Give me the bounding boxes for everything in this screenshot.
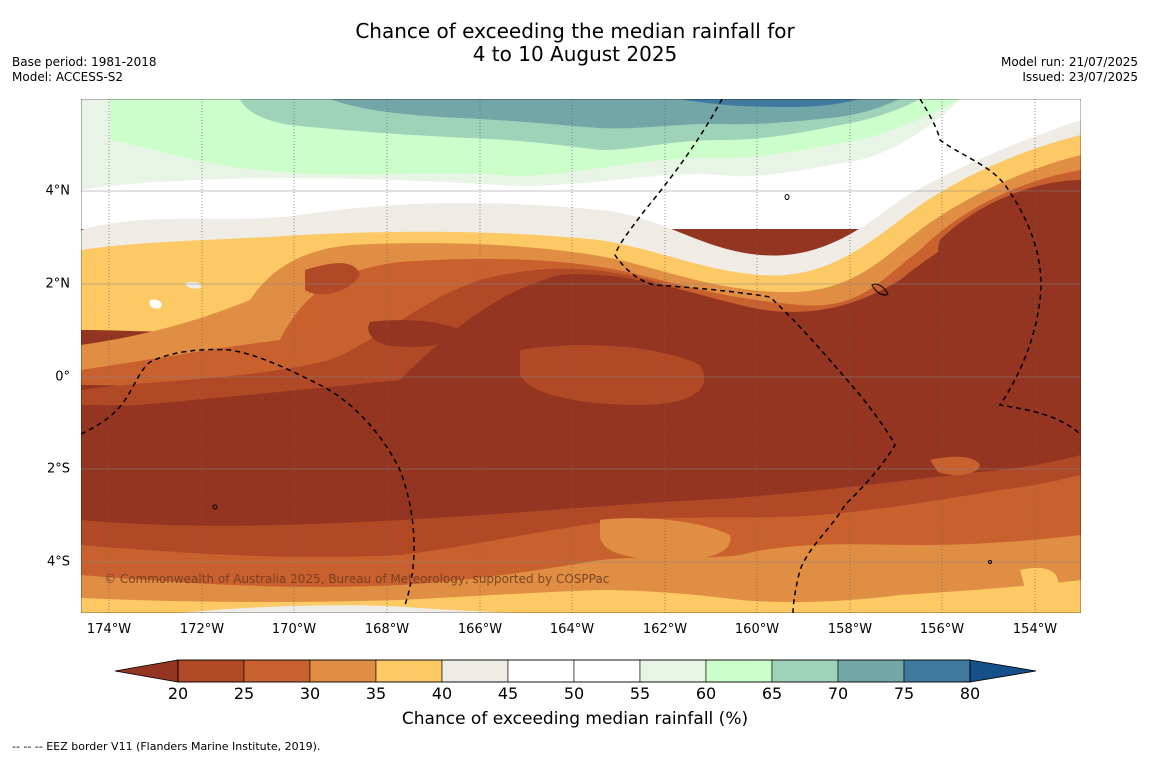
longitude-tick-label: 172°W	[179, 622, 225, 637]
colorbar-tick-label: 20	[167, 684, 189, 703]
colorbar-segment	[903, 659, 971, 683]
colorbar-segment	[507, 659, 575, 683]
colorbar-segment	[705, 659, 773, 683]
latitude-tick-label: 4°S	[46, 554, 70, 570]
longitude-tick-label: 154°W	[1012, 622, 1058, 637]
colorbar-tick-label: 30	[299, 684, 321, 703]
base-period: Base period: 1981-2018	[12, 55, 157, 69]
colorbar	[114, 659, 1037, 683]
colorbar-segment	[639, 659, 707, 683]
colorbar-segment	[441, 659, 509, 683]
map-title-line1: Chance of exceeding the median rainfall …	[355, 19, 795, 43]
model-name: Model: ACCESS-S2	[12, 70, 124, 84]
colorbar-segment	[177, 659, 245, 683]
longitude-tick-label: 174°W	[86, 622, 132, 637]
colorbar-tick-label: 45	[497, 684, 519, 703]
longitude-tick-label: 160°W	[734, 622, 780, 637]
longitude-tick-label: 158°W	[827, 622, 873, 637]
longitude-tick-label: 156°W	[919, 622, 965, 637]
colorbar-tick-label: 70	[827, 684, 849, 703]
meta-left: Base period: 1981-2018 Model: ACCESS-S2	[12, 55, 157, 85]
colorbar-tick-label: 50	[563, 684, 585, 703]
eez-border	[81, 99, 1081, 613]
eez-legend-note: -- -- -- EEZ border V11 (Flanders Marine…	[12, 740, 321, 753]
latitude-tick-label: 4°N	[45, 183, 71, 199]
longitude-tick-label: 168°W	[364, 622, 410, 637]
colorbar-segment	[573, 659, 641, 683]
model-run: Model run: 21/07/2025	[1000, 55, 1138, 69]
latitude-tick-label: 0°	[55, 369, 70, 385]
map-field	[81, 99, 1081, 613]
colorbar-segment	[375, 659, 443, 683]
colorbar-tick-label: 65	[761, 684, 783, 703]
longitude-tick-label: 162°W	[642, 622, 688, 637]
colorbar-segments	[177, 659, 971, 683]
colorbar-tick-label: 60	[695, 684, 717, 703]
colorbar-tick-label: 75	[893, 684, 915, 703]
colorbar-tick-label: 25	[233, 684, 255, 703]
longitude-tick-label: 166°W	[457, 622, 503, 637]
colorbar-title: Chance of exceeding median rainfall (%)	[401, 709, 749, 729]
colorbar-segment	[243, 659, 311, 683]
issued-date: Issued: 23/07/2025	[1022, 70, 1138, 84]
colorbar-tick-label: 35	[365, 684, 387, 703]
graticule-lat	[81, 190, 1081, 563]
colorbar-tick-label: 80	[959, 684, 981, 703]
colorbar-tick-label: 55	[629, 684, 651, 703]
latitude-tick-label: 2°N	[45, 276, 71, 292]
colorbar-segment	[771, 659, 839, 683]
colorbar-segment	[309, 659, 377, 683]
map-credit: © Commonwealth of Australia 2025, Bureau…	[104, 572, 610, 586]
colorbar-cap-high	[969, 659, 1037, 683]
map-title-line2: 4 to 10 August 2025	[472, 42, 678, 66]
meta-right: Model run: 21/07/2025 Issued: 23/07/2025	[1001, 55, 1138, 85]
colorbar-cap-low	[114, 659, 179, 683]
longitude-tick-label: 170°W	[271, 622, 317, 637]
islands	[212, 194, 992, 564]
latitude-tick-label: 2°S	[46, 461, 70, 477]
colorbar-tick-label: 40	[431, 684, 453, 703]
longitude-tick-label: 164°W	[549, 622, 595, 637]
colorbar-segment	[837, 659, 905, 683]
